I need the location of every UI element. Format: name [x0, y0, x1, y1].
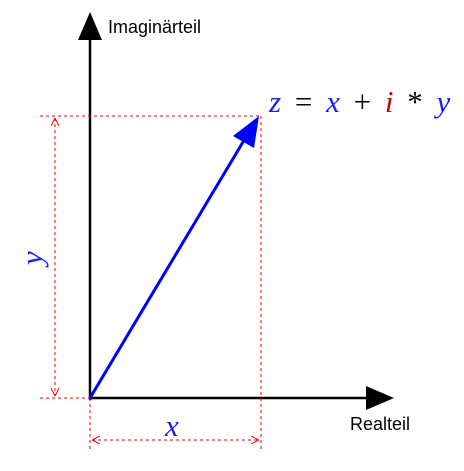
- equation-plus: +: [354, 84, 371, 119]
- real-axis-label: Realteil: [350, 414, 410, 434]
- imaginary-axis-arrowhead: [78, 12, 102, 40]
- vector-z: [88, 136, 248, 399]
- equation-x: x: [325, 84, 340, 119]
- equation-z: z: [268, 84, 281, 119]
- equation-equals: =: [295, 84, 312, 119]
- equation-i: i: [385, 84, 394, 119]
- x-length-label: x: [164, 408, 179, 443]
- equation: z = x + i * y: [268, 84, 450, 119]
- vector-z-arrowhead: [233, 116, 259, 148]
- imaginary-axis-label: Imaginärteil: [108, 17, 201, 37]
- y-length-label: y: [14, 251, 49, 268]
- real-axis-arrowhead: [366, 386, 394, 410]
- equation-times: *: [407, 84, 423, 119]
- equation-y: y: [433, 84, 450, 119]
